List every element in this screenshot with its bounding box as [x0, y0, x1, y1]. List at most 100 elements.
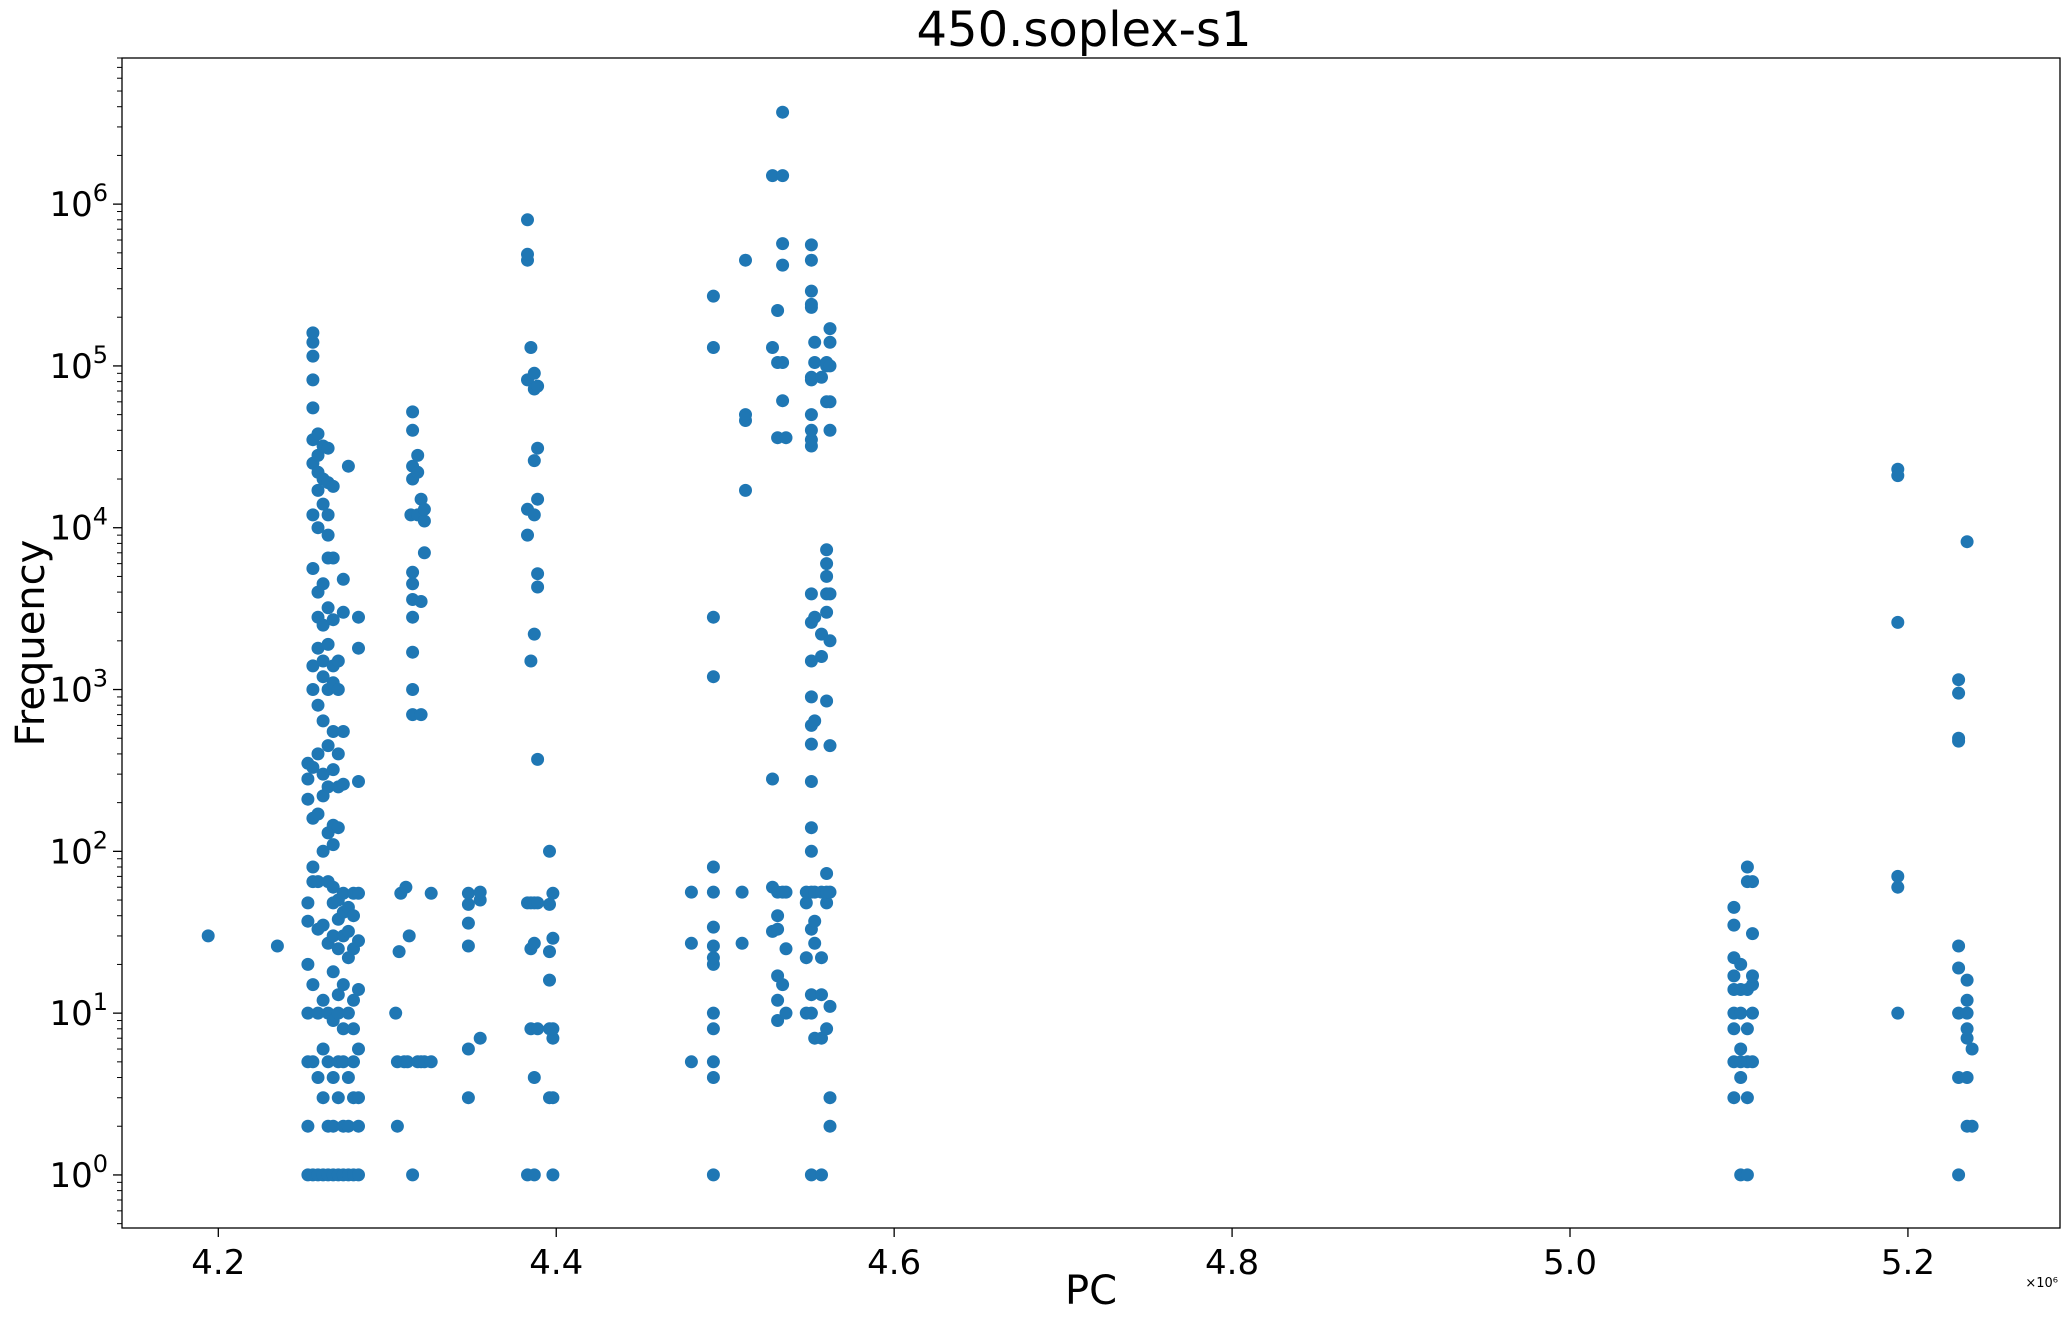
data-point	[321, 601, 335, 615]
data-point	[1734, 1006, 1748, 1020]
x-tick-label: 5.0	[1543, 1243, 1597, 1283]
data-point	[352, 886, 365, 900]
data-point	[706, 1071, 720, 1084]
data-point	[352, 1091, 365, 1105]
data-point	[461, 886, 475, 900]
data-point	[684, 885, 698, 899]
data-point	[804, 821, 818, 835]
data-point	[311, 1071, 325, 1084]
data-point	[392, 945, 406, 959]
data-point	[306, 562, 320, 575]
data-point	[739, 253, 752, 267]
data-point	[779, 1006, 793, 1020]
data-point	[815, 370, 828, 384]
data-point	[776, 105, 790, 119]
data-point	[531, 492, 545, 506]
data-point	[804, 370, 818, 384]
data-point	[316, 1042, 330, 1056]
data-point	[321, 528, 335, 542]
data-point	[1746, 969, 1759, 983]
y-tick-label: 102	[49, 826, 108, 872]
data-point	[823, 322, 837, 336]
data-point	[352, 983, 365, 996]
data-point	[321, 739, 335, 753]
data-point	[531, 580, 545, 594]
data-point	[1740, 1022, 1754, 1036]
data-point	[306, 508, 320, 522]
data-point	[1727, 918, 1741, 932]
data-point	[804, 1168, 818, 1182]
data-point	[347, 1055, 360, 1069]
data-point	[311, 1006, 325, 1020]
data-point	[1746, 875, 1759, 889]
y-axis-ticks: 100 101 102 103 104 105 106	[49, 57, 122, 1225]
data-point	[1960, 973, 1974, 987]
data-point	[771, 922, 785, 936]
data-point	[301, 1119, 315, 1133]
data-point	[406, 645, 420, 659]
data-point	[739, 483, 752, 497]
data-point	[527, 508, 541, 522]
data-point	[352, 775, 365, 788]
data-point	[804, 587, 818, 601]
data-point	[1734, 1071, 1748, 1084]
data-point	[820, 896, 834, 910]
data-point	[417, 546, 431, 560]
data-point	[527, 454, 541, 468]
data-point	[406, 405, 420, 419]
data-point	[316, 654, 330, 668]
data-point	[706, 670, 720, 684]
data-point	[799, 951, 813, 965]
data-point	[771, 993, 785, 1007]
data-point	[301, 792, 315, 806]
data-point	[1740, 1091, 1754, 1105]
data-point	[776, 356, 790, 369]
data-point	[1952, 731, 1966, 745]
data-point	[771, 304, 785, 317]
data-point	[352, 610, 365, 624]
data-point	[706, 951, 720, 965]
data-point	[815, 951, 828, 965]
data-point	[406, 565, 420, 579]
data-point	[336, 725, 350, 738]
data-point	[1727, 1022, 1741, 1036]
data-point	[347, 909, 360, 923]
data-point	[820, 1022, 834, 1036]
data-point	[306, 326, 320, 340]
y-tick-label: 106	[49, 179, 108, 225]
data-point	[321, 637, 335, 651]
data-point	[406, 610, 420, 624]
data-point	[306, 978, 320, 992]
data-point	[306, 860, 320, 874]
data-point	[804, 284, 818, 298]
data-point	[316, 577, 330, 591]
data-point	[326, 1119, 340, 1133]
data-point	[336, 605, 350, 619]
data-point	[321, 441, 335, 455]
data-point	[316, 618, 330, 632]
data-point	[301, 1006, 315, 1020]
data-point	[414, 595, 428, 608]
data-point	[766, 169, 779, 183]
data-point	[706, 920, 720, 934]
data-point	[326, 880, 340, 894]
data-point	[301, 896, 315, 910]
data-point	[347, 993, 360, 1007]
data-point	[815, 988, 828, 1002]
data-point	[706, 1055, 720, 1069]
data-point	[414, 708, 428, 722]
data-point	[808, 936, 822, 950]
x-axis-ticks: 4.2 4.4 4.6 4.8 5.0 5.2	[191, 1228, 1935, 1283]
data-point	[311, 875, 325, 889]
data-point	[823, 999, 837, 1013]
y-tick-label: 105	[49, 341, 108, 387]
data-point	[527, 936, 541, 950]
x-tick-label: 4.4	[529, 1243, 583, 1283]
data-point	[311, 641, 325, 655]
data-point	[779, 942, 793, 956]
data-point	[336, 978, 350, 992]
data-point	[527, 366, 541, 380]
data-point	[804, 844, 818, 858]
chart-title: 450.soplex-s1	[916, 2, 1251, 58]
